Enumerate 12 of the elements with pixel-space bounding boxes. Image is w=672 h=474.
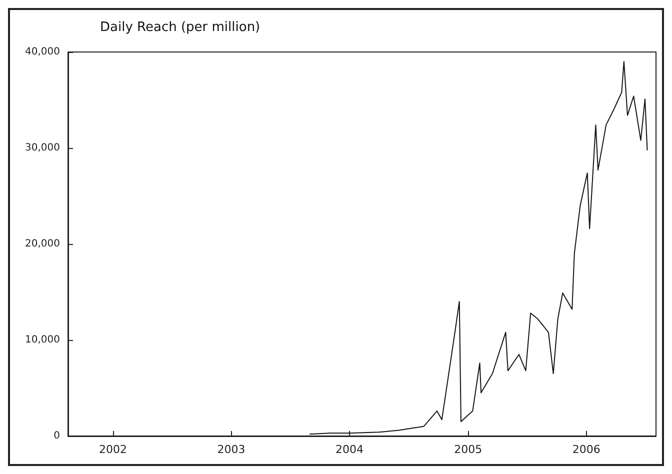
x-tick-label: 2003 [217,443,246,456]
line-series [310,61,648,435]
x-tick-label: 2004 [336,443,364,456]
x-tick-label: 2006 [572,443,600,456]
y-tick-label: 0 [54,430,60,442]
x-tick-label: 2005 [454,443,482,456]
x-tick-label: 2002 [99,443,128,456]
y-tick-label: 40,000 [25,46,60,58]
y-tick-label: 30,000 [25,142,60,154]
y-tick-label: 10,000 [25,334,60,346]
chart-title: Daily Reach (per million) [100,20,260,35]
y-tick-label: 20,000 [25,238,60,250]
